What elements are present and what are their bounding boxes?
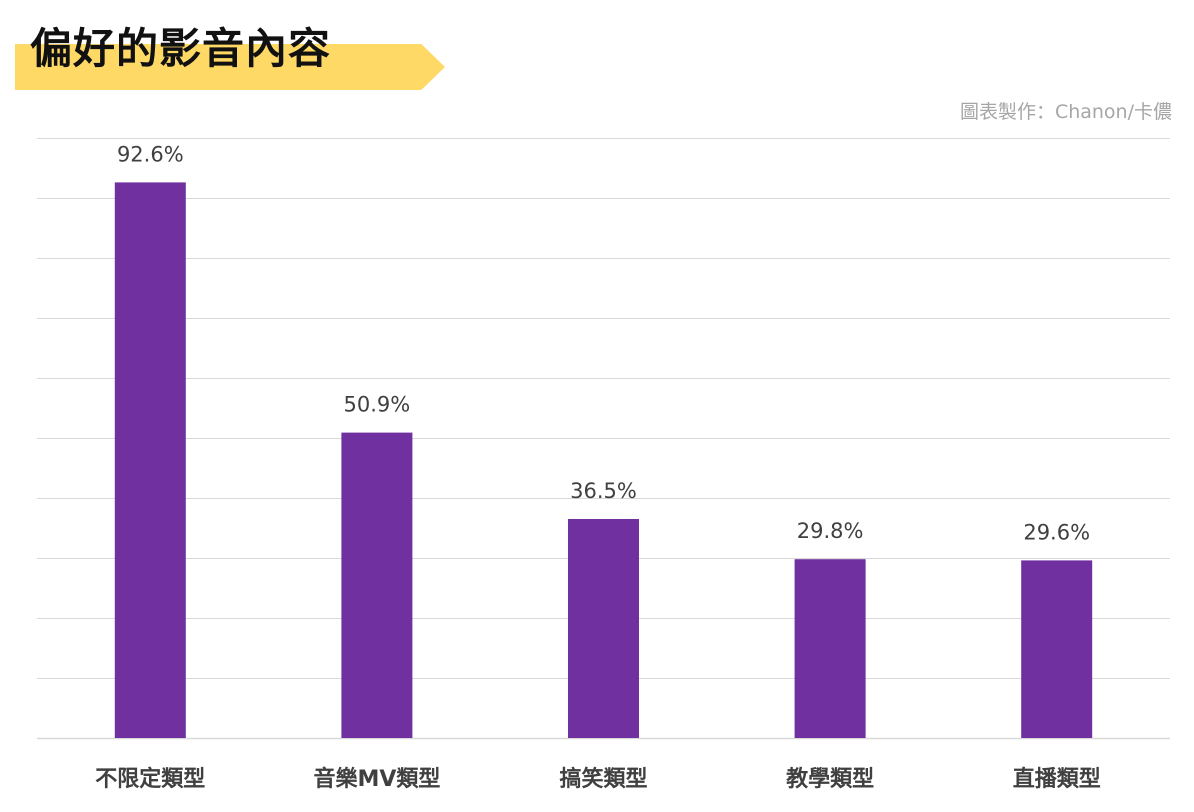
bar (568, 519, 639, 738)
category-label: 教學類型 (786, 766, 874, 792)
bar-value-label: 92.6% (117, 142, 184, 166)
category-label: 音樂MV類型 (313, 766, 440, 792)
bars (114, 182, 1093, 738)
bar (794, 559, 866, 738)
bar-value-label: 50.9% (344, 393, 411, 417)
bar-value-label: 29.6% (1023, 520, 1090, 544)
category-labels: 不限定類型 音樂MV類型 搞笑類型 教學類型 直播類型 (95, 766, 1100, 792)
bar-value-label: 36.5% (570, 479, 637, 503)
chart-credit: 圖表製作：Chanon/卡儂 (959, 101, 1172, 123)
chart-title: 偏好的影音內容 (30, 24, 332, 73)
bar (341, 432, 413, 738)
value-labels: 92.6% 50.9% 36.5% 29.8% 29.6% (117, 142, 1090, 544)
category-label: 搞笑類型 (559, 766, 647, 792)
title-banner (15, 44, 445, 90)
category-label: 不限定類型 (95, 766, 205, 792)
bar (114, 182, 186, 738)
bar-value-label: 29.8% (797, 519, 864, 543)
bar (1021, 560, 1093, 738)
category-label: 直播類型 (1013, 766, 1101, 792)
